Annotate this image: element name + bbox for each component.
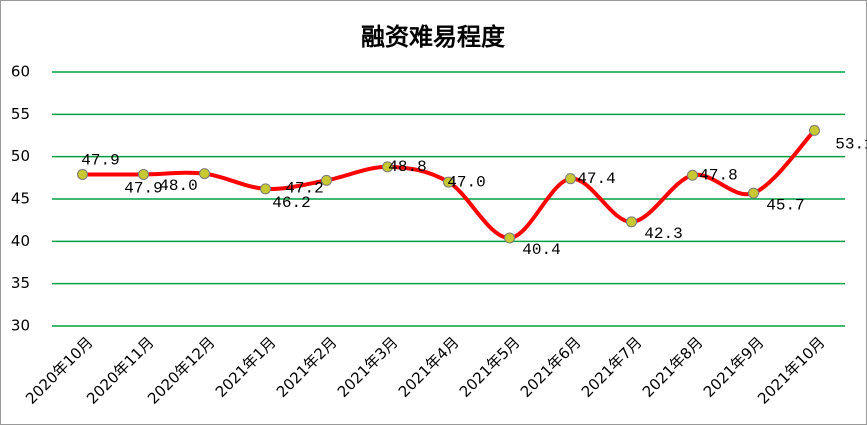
data-label: 47.8 xyxy=(699,167,737,185)
marker xyxy=(565,173,576,185)
data-label: 45.7 xyxy=(766,196,804,214)
data-label: 48.8 xyxy=(388,158,426,176)
y-tick-label: 40 xyxy=(11,232,30,250)
data-label: 40.4 xyxy=(522,241,560,259)
data-label: 47.4 xyxy=(577,170,615,188)
marker xyxy=(199,168,210,180)
data-label: 47.9 xyxy=(124,180,162,198)
marker xyxy=(809,124,820,136)
y-tick-label: 50 xyxy=(11,147,30,165)
marker xyxy=(443,176,454,188)
marker xyxy=(260,183,271,195)
marker xyxy=(77,168,88,180)
data-label: 42.3 xyxy=(644,225,682,243)
y-tick-label: 45 xyxy=(11,190,30,208)
y-tick-label: 30 xyxy=(11,317,30,335)
marker xyxy=(687,169,698,181)
marker xyxy=(382,161,393,173)
data-label: 53.1 xyxy=(835,136,867,154)
marker xyxy=(748,187,759,199)
marker xyxy=(138,168,149,180)
data-label: 46.2 xyxy=(272,194,310,212)
data-label: 47.2 xyxy=(285,180,323,198)
data-label: 48.0 xyxy=(159,177,197,195)
y-tick-label: 55 xyxy=(11,105,30,123)
chart-title: 融资难易程度 xyxy=(361,23,506,51)
data-label: 47.9 xyxy=(81,152,119,170)
marker xyxy=(504,232,515,244)
marker xyxy=(626,216,637,228)
y-tick-label: 35 xyxy=(11,274,30,292)
y-tick-label: 60 xyxy=(11,63,30,81)
data-label: 47.0 xyxy=(447,173,485,191)
marker xyxy=(321,174,332,186)
